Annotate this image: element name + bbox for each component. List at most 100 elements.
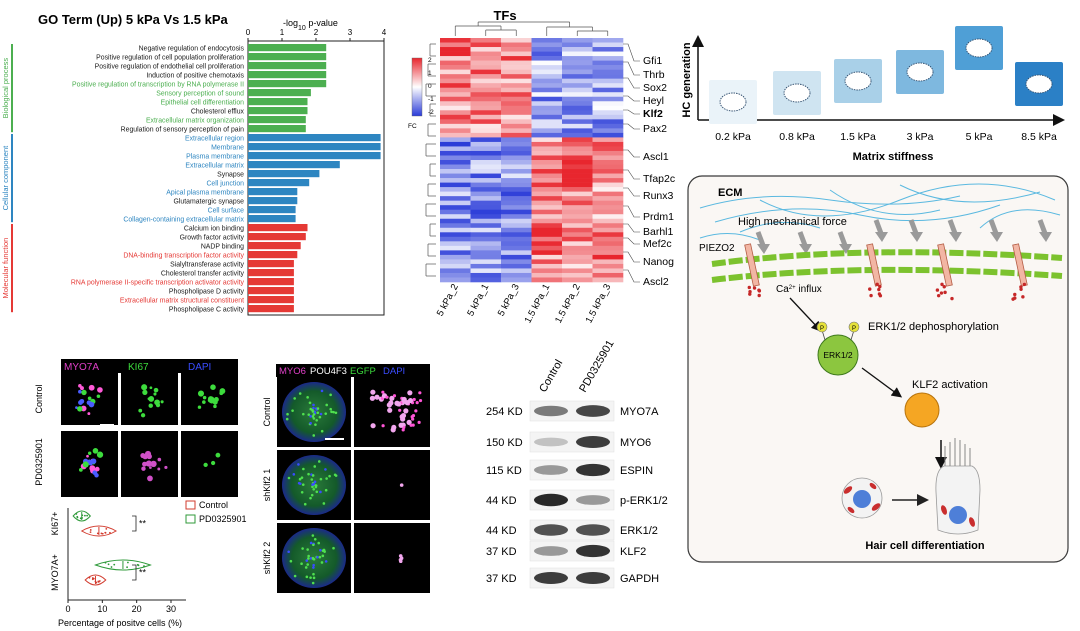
myo6-spot [370,389,376,395]
heatmap-cell [531,47,563,52]
heatmap-cell [440,173,471,179]
heatmap-cell [501,191,532,197]
heatmap-cell [440,182,471,188]
sig-marker: ** [139,568,147,578]
cell-spot [311,410,315,413]
heatmap-cell [501,209,532,215]
cell-spot [305,559,309,562]
go-term-label: Growth factor activity [180,234,245,241]
cell-spot [213,397,219,402]
heatmap-cell [531,209,563,215]
cell-spot [321,554,325,558]
go-term-label: Regulation of sensory perception of pain [121,126,245,133]
molecular-weight: 254 KD [486,406,523,418]
cell-spot [319,490,322,494]
heatmap-cell [562,128,593,134]
go-bar [248,89,311,97]
heatmap-cell [440,123,471,129]
heatmap-cell [562,259,593,265]
legend-label: PD0325901 [199,514,247,524]
heatmap-cell [470,69,502,75]
go-bar [248,161,340,169]
erk-node [817,334,859,376]
heatmap-cell [440,60,471,66]
heatmap-cell [501,218,532,224]
heatmap-cell [592,173,624,179]
heatmap-cell [562,223,593,229]
gene-label: Gfi1 [643,55,662,67]
force-arrowhead [910,232,923,242]
heatmap-cell [562,47,593,52]
heatmap-cell [531,200,563,206]
gene-label: Tfap2c [643,173,675,185]
heatmap-cell [531,123,563,129]
go-term-label: Cell junction [206,180,244,187]
cell-spot [309,421,312,425]
force-arrowhead [1039,232,1052,242]
heatmap-cell [562,69,593,75]
heatmap-cell [562,277,593,283]
myo6-spot [385,395,389,399]
cell-spot [149,386,153,390]
heatmap-cell [470,114,502,120]
legend-swatch [185,514,196,524]
go-bar [248,287,294,295]
heatmap-cell [562,218,593,224]
heatmap-cell [592,119,624,125]
cell-spot [307,472,310,476]
go-bar [248,242,301,250]
heatmap-cell [531,263,563,269]
piezo2-channel [744,243,760,287]
cell-spot [94,466,100,472]
stiffness-label: 3 kPa [907,131,934,143]
piezo2-channel [866,243,882,287]
myo6-spot [411,417,415,421]
heatmap-cell [562,101,593,107]
heatmap-cell [470,214,502,220]
blot-band [576,572,610,584]
go-bar [248,44,327,52]
molecular-weight: 150 KD [486,437,523,449]
heatmap-cell [440,200,471,206]
cell-spot [164,465,168,469]
heatmap-cell [562,74,593,79]
stiffness-label: 5 kPa [966,131,993,143]
go-term-label: Induction of positive chemotaxis [146,72,244,79]
cell-spot [150,460,157,468]
heatmap-cell [501,92,532,98]
micro-row-label: PD0325901 [34,438,44,486]
cell-spot [140,452,146,459]
heatmap-cell [592,47,624,52]
violin-shape [84,574,107,586]
myo6-spot [410,415,414,419]
heatmap-cell [501,259,532,265]
heatmap-cell [440,150,471,156]
heatmap-cell [440,92,471,98]
heatmap-cell [562,272,593,278]
cell-spot [312,566,315,569]
gene-label: Barhl1 [643,226,674,238]
gene-label: Ascl2 [643,276,669,288]
go-term-label: Positive regulation of endothelial cell … [95,63,245,70]
go-term-panel: GO Term (Up) 5 kPa Vs 1.5 kPa -log10 p-v… [1,12,387,316]
heatmap-cell [592,132,624,138]
violin-row-label: MYO7A+ [50,554,60,591]
stiffness-label: 0.2 kPa [715,131,751,143]
heatmap-cell [470,259,502,265]
violin-point [110,566,113,568]
cell-spot [287,476,291,480]
heatmap-cell [592,268,624,274]
go-category-label: Molecular function [1,238,10,299]
force-arrows [755,219,1052,254]
hair-cell [935,438,981,535]
heatmap-cell [470,160,502,165]
organoid-icon [844,71,872,91]
heatmap-cell [470,169,502,174]
cell-spot [313,480,317,484]
heatmap-cell [470,254,502,260]
go-category-label: Biological process [1,58,10,119]
cell-spot [324,412,328,415]
cell-spot [148,403,153,408]
myo6-spot [418,391,422,395]
cell-spot [310,493,314,497]
